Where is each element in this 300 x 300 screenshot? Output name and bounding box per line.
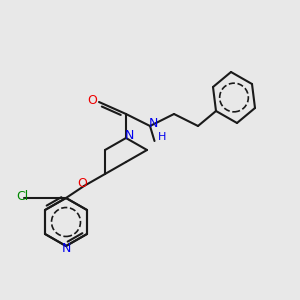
Text: O: O: [78, 177, 87, 190]
Text: N: N: [61, 242, 71, 256]
Text: H: H: [158, 132, 166, 142]
Text: N: N: [125, 129, 134, 142]
Text: N: N: [149, 117, 158, 130]
Text: O: O: [88, 94, 97, 107]
Text: Cl: Cl: [16, 190, 28, 203]
